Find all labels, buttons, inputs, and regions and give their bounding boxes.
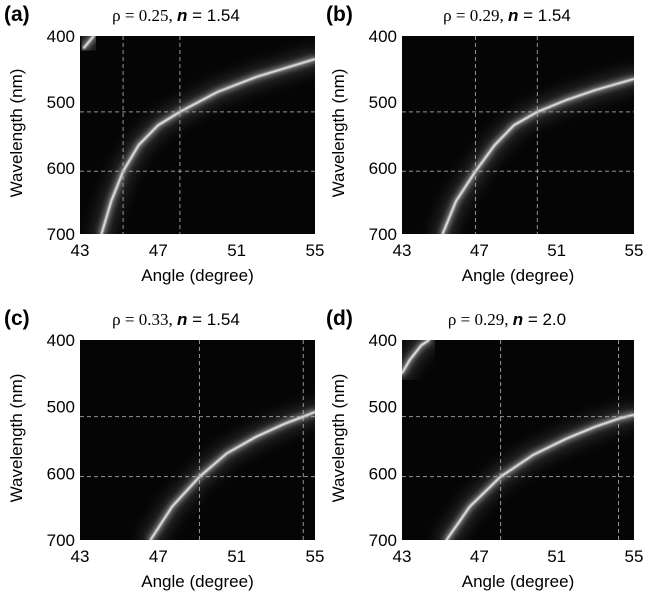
y-tick-label: 700 — [47, 225, 75, 244]
panel-b: (b) ρ = 0.29, n = 1.54 43 47 51 55 400 500 600… — [326, 3, 643, 285]
panel-title: ρ = 0.33, n = 1.54 — [112, 310, 240, 329]
x-tick-label: 51 — [547, 547, 566, 566]
y-tick-label: 500 — [47, 398, 75, 417]
x-tick-label: 55 — [306, 241, 325, 260]
heatmap-background — [80, 340, 315, 540]
plot-area: 43 47 51 55 400 500 600 700 Angle (degree) Wavele… — [329, 27, 643, 285]
y-axis-label: Wavelength (nm) — [329, 69, 348, 198]
panel-label: (a) — [4, 3, 30, 26]
x-axis-label: Angle (degree) — [462, 572, 574, 591]
x-axis-label: Angle (degree) — [141, 572, 253, 591]
y-tick-label: 600 — [369, 464, 397, 483]
panel-title: ρ = 0.29, n = 2.0 — [448, 310, 566, 329]
x-tick-label: 43 — [393, 241, 412, 260]
resonance-curve — [402, 340, 440, 384]
panel-title: ρ = 0.25, n = 1.54 — [112, 6, 240, 25]
y-tick-label: 700 — [369, 531, 397, 550]
plot-area: 43 47 51 55 400 500 600 700 Angle (degree) Wavele… — [7, 27, 324, 285]
x-tick-label: 55 — [625, 547, 644, 566]
x-axis-label: Angle (degree) — [141, 266, 253, 285]
x-axis-label: Angle (degree) — [462, 266, 574, 285]
x-tick-label: 47 — [149, 547, 168, 566]
panel-label: (c) — [4, 307, 30, 330]
y-tick-label: 400 — [47, 331, 75, 350]
y-tick-label: 600 — [47, 464, 75, 483]
panel-c: (c) ρ = 0.33, n = 1.54 43 47 51 55 400 500 600… — [4, 307, 324, 591]
plot-area: 43 47 51 55 400 500 600 700 Angle (degree) Wavele… — [329, 331, 643, 591]
plot-area: 43 47 51 55 400 500 600 700 Angle (degree) Wavele… — [7, 331, 324, 591]
resonance-curve — [80, 36, 104, 58]
x-tick-label: 43 — [71, 241, 90, 260]
y-tick-label: 700 — [369, 225, 397, 244]
y-axis-label: Wavelength (nm) — [7, 69, 26, 198]
x-tick-label: 51 — [547, 241, 566, 260]
resonance-curve — [436, 404, 634, 540]
y-tick-label: 500 — [369, 93, 397, 112]
y-tick-label: 400 — [47, 27, 75, 46]
resonance-curve — [91, 49, 315, 234]
y-axis-label: Wavelength (nm) — [329, 374, 348, 503]
x-tick-label: 55 — [306, 547, 325, 566]
y-tick-label: 500 — [369, 398, 397, 417]
x-tick-label: 51 — [227, 241, 246, 260]
y-axis-label: Wavelength (nm) — [7, 374, 26, 503]
x-tick-label: 47 — [470, 547, 489, 566]
x-tick-label: 47 — [149, 241, 168, 260]
panel-label: (b) — [326, 3, 353, 26]
y-tick-label: 700 — [47, 531, 75, 550]
resonance-curve — [140, 402, 315, 540]
panel-label: (d) — [326, 307, 353, 330]
resonance-curve — [432, 68, 634, 234]
panel-title: ρ = 0.29, n = 1.54 — [443, 6, 571, 25]
x-tick-label: 51 — [227, 547, 246, 566]
x-tick-label: 47 — [470, 241, 489, 260]
y-tick-label: 600 — [47, 159, 75, 178]
y-tick-label: 400 — [369, 331, 397, 350]
x-tick-label: 43 — [393, 547, 412, 566]
panel-a: (a) ρ = 0.25, n = 1.54 43 47 51 55 400 500 600… — [4, 3, 324, 285]
heatmap-background — [402, 340, 634, 540]
x-tick-label: 43 — [71, 547, 90, 566]
y-tick-label: 600 — [369, 159, 397, 178]
panel-d: (d) ρ = 0.29, n = 2.0 43 47 51 55 400 500 600 7… — [326, 307, 643, 591]
y-tick-label: 400 — [369, 27, 397, 46]
y-tick-label: 500 — [47, 93, 75, 112]
x-tick-label: 55 — [625, 241, 644, 260]
